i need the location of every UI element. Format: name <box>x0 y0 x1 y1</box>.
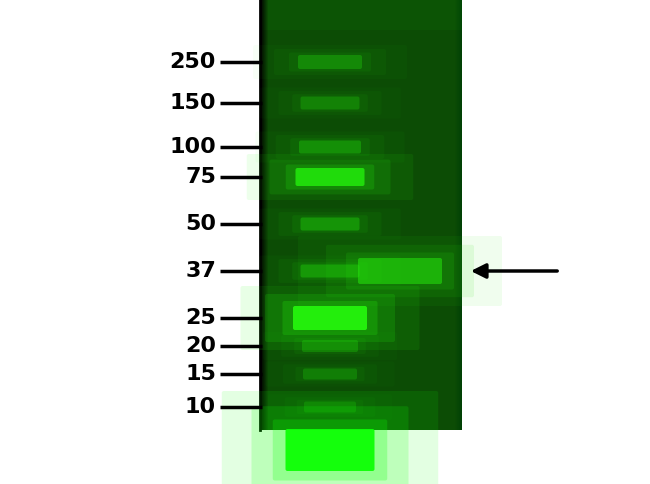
FancyBboxPatch shape <box>270 160 391 195</box>
Text: 150: 150 <box>170 93 216 113</box>
Text: 50: 50 <box>185 214 216 234</box>
FancyBboxPatch shape <box>289 52 371 72</box>
FancyBboxPatch shape <box>265 294 395 342</box>
FancyBboxPatch shape <box>292 262 368 280</box>
FancyBboxPatch shape <box>303 368 357 379</box>
FancyBboxPatch shape <box>247 154 413 200</box>
FancyBboxPatch shape <box>296 168 365 186</box>
FancyBboxPatch shape <box>278 259 382 283</box>
FancyBboxPatch shape <box>298 236 502 306</box>
FancyBboxPatch shape <box>300 96 359 109</box>
FancyBboxPatch shape <box>296 367 365 381</box>
FancyBboxPatch shape <box>304 402 356 412</box>
FancyBboxPatch shape <box>240 286 419 350</box>
FancyBboxPatch shape <box>294 338 366 354</box>
FancyBboxPatch shape <box>286 165 374 190</box>
FancyBboxPatch shape <box>358 258 442 284</box>
FancyBboxPatch shape <box>299 140 361 153</box>
FancyBboxPatch shape <box>276 135 384 159</box>
Text: 25: 25 <box>185 308 216 328</box>
Text: 20: 20 <box>185 336 216 356</box>
FancyBboxPatch shape <box>292 215 368 233</box>
Text: 75: 75 <box>185 167 216 187</box>
FancyBboxPatch shape <box>302 340 358 352</box>
FancyBboxPatch shape <box>293 306 367 330</box>
FancyBboxPatch shape <box>278 212 382 236</box>
Text: 250: 250 <box>170 52 216 72</box>
FancyBboxPatch shape <box>292 94 368 112</box>
FancyBboxPatch shape <box>252 406 408 484</box>
FancyBboxPatch shape <box>346 253 454 289</box>
FancyBboxPatch shape <box>300 264 359 277</box>
Text: 10: 10 <box>185 397 216 417</box>
FancyBboxPatch shape <box>298 55 362 69</box>
FancyBboxPatch shape <box>283 301 378 335</box>
FancyBboxPatch shape <box>285 429 374 471</box>
Text: 37: 37 <box>185 261 216 281</box>
FancyBboxPatch shape <box>300 217 359 230</box>
FancyBboxPatch shape <box>291 138 370 156</box>
Text: 15: 15 <box>185 364 216 384</box>
Text: 100: 100 <box>169 137 216 157</box>
FancyBboxPatch shape <box>222 391 438 484</box>
FancyBboxPatch shape <box>326 245 474 297</box>
FancyBboxPatch shape <box>273 420 387 481</box>
